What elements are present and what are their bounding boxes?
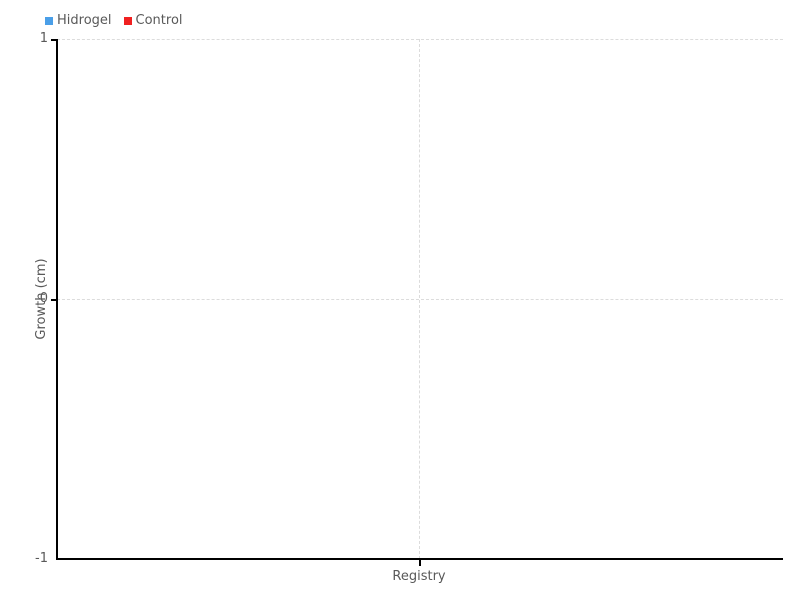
y-axis-tick-1 — [51, 39, 58, 41]
legend-swatch-icon-hidrogel — [45, 17, 53, 25]
gridline-horizontal-0 — [57, 299, 783, 300]
legend-label-hidrogel: Hidrogel — [57, 13, 112, 28]
series-layer-hidrogel — [57, 39, 783, 559]
y-axis-ticklabel-0: 0 — [39, 291, 48, 306]
legend-label-control: Control — [135, 13, 183, 28]
y-axis-ticklabel-minus-1: -1 — [35, 551, 48, 566]
legend-item-hidrogel[interactable]: Hidrogel — [45, 14, 112, 28]
gridline-vertical-center — [419, 39, 420, 559]
legend-swatch-icon-control — [123, 17, 132, 25]
y-axis-tick-0 — [51, 299, 58, 301]
series-layer-control — [57, 39, 783, 559]
y-axis-title: Growth (cm) — [33, 258, 49, 340]
gridline-horizontal-1 — [57, 39, 783, 40]
plot-area[interactable] — [57, 39, 783, 559]
y-axis-ticklabel-1: 1 — [39, 31, 48, 46]
x-axis-tick-center — [419, 559, 421, 566]
x-axis-title: Registry — [392, 569, 446, 584]
chart-legend: Hidrogel Control — [45, 12, 183, 30]
legend-item-control[interactable]: Control — [123, 13, 183, 28]
